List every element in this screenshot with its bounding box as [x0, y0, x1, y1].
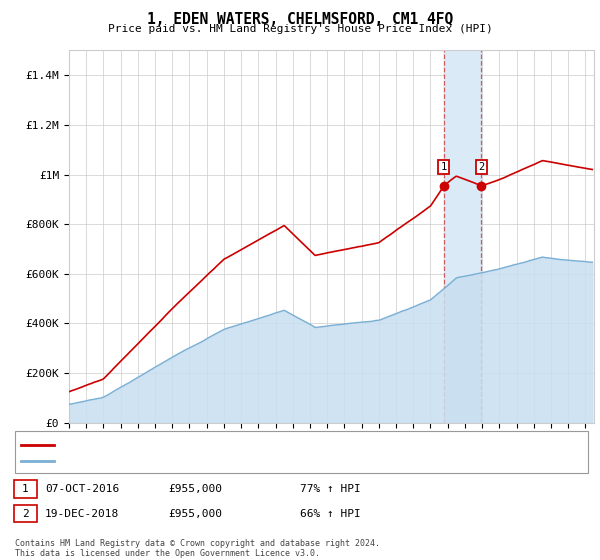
Text: HPI: Average price, detached house, Chelmsford: HPI: Average price, detached house, Chel… [60, 456, 347, 466]
Text: £955,000: £955,000 [168, 484, 222, 494]
Text: 19-DEC-2018: 19-DEC-2018 [45, 508, 119, 519]
Text: 2: 2 [22, 508, 29, 519]
Text: 1, EDEN WATERS, CHELMSFORD, CM1 4FQ: 1, EDEN WATERS, CHELMSFORD, CM1 4FQ [147, 12, 453, 27]
Text: 07-OCT-2016: 07-OCT-2016 [45, 484, 119, 494]
Text: 66% ↑ HPI: 66% ↑ HPI [300, 508, 361, 519]
Text: 1: 1 [22, 484, 29, 494]
Text: 1: 1 [440, 162, 447, 172]
Text: 1, EDEN WATERS, CHELMSFORD, CM1 4FQ (detached house): 1, EDEN WATERS, CHELMSFORD, CM1 4FQ (det… [60, 440, 385, 450]
Text: 77% ↑ HPI: 77% ↑ HPI [300, 484, 361, 494]
Text: £955,000: £955,000 [168, 508, 222, 519]
Bar [444, 50, 481, 423]
Text: 2: 2 [478, 162, 485, 172]
Text: Contains HM Land Registry data © Crown copyright and database right 2024.
This d: Contains HM Land Registry data © Crown c… [15, 539, 380, 558]
Text: Price paid vs. HM Land Registry's House Price Index (HPI): Price paid vs. HM Land Registry's House … [107, 24, 493, 34]
